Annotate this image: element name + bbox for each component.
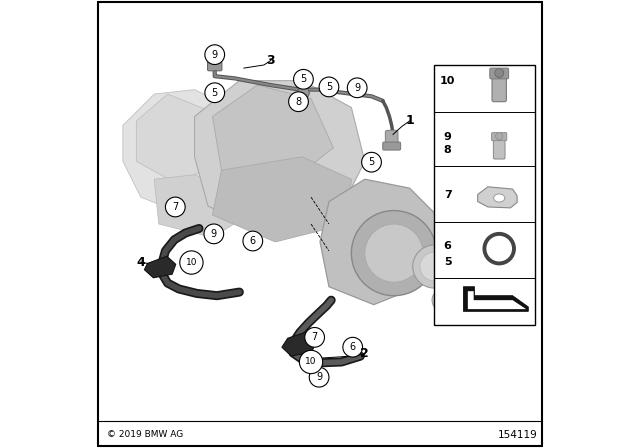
Polygon shape [282,332,316,356]
Text: 6: 6 [250,236,256,246]
FancyBboxPatch shape [99,2,541,446]
Text: 2: 2 [360,347,369,361]
Text: 9: 9 [316,372,322,382]
Text: 5: 5 [326,82,332,92]
Text: 7: 7 [312,332,317,342]
Text: 7: 7 [172,202,179,212]
Text: 1: 1 [405,114,414,128]
Text: 7: 7 [444,190,452,200]
Circle shape [495,69,504,78]
Circle shape [319,77,339,97]
Polygon shape [320,179,445,305]
Circle shape [305,327,324,347]
Circle shape [294,69,314,89]
Text: 9: 9 [444,132,452,142]
Circle shape [180,251,203,274]
FancyBboxPatch shape [492,76,506,102]
FancyBboxPatch shape [492,133,507,141]
Text: 9: 9 [211,229,217,239]
Circle shape [365,224,423,282]
Circle shape [432,289,454,311]
Circle shape [298,87,309,99]
Text: 10: 10 [440,76,456,86]
Text: 6: 6 [349,342,356,352]
Ellipse shape [493,194,505,202]
Polygon shape [212,157,351,242]
Polygon shape [468,291,526,309]
Text: 10: 10 [305,358,317,366]
Text: 5: 5 [300,74,307,84]
Text: 10: 10 [186,258,197,267]
Circle shape [495,133,503,140]
Polygon shape [123,90,248,215]
FancyBboxPatch shape [207,62,222,71]
Circle shape [348,78,367,98]
Polygon shape [154,175,248,237]
FancyBboxPatch shape [385,130,398,147]
Circle shape [204,224,224,244]
FancyBboxPatch shape [383,142,401,150]
Polygon shape [136,94,221,184]
FancyBboxPatch shape [435,65,535,325]
Text: 8: 8 [296,97,301,107]
Circle shape [413,245,456,288]
Text: 5: 5 [212,88,218,98]
Circle shape [300,350,323,374]
Polygon shape [195,81,365,233]
Text: 154119: 154119 [497,430,538,439]
Circle shape [420,252,449,281]
Text: 5: 5 [444,257,451,267]
Circle shape [362,152,381,172]
Polygon shape [477,187,517,208]
Polygon shape [145,256,176,278]
Circle shape [309,367,329,387]
Text: 5: 5 [369,157,374,167]
Text: 3: 3 [266,54,275,67]
Circle shape [351,211,436,296]
FancyBboxPatch shape [212,55,218,64]
Circle shape [243,231,262,251]
Text: 8: 8 [444,145,452,155]
Circle shape [205,45,225,65]
FancyBboxPatch shape [490,68,509,79]
Circle shape [343,337,362,357]
Circle shape [165,197,185,217]
Text: 4: 4 [136,255,145,269]
Circle shape [205,83,225,103]
Text: © 2019 BMW AG: © 2019 BMW AG [108,430,184,439]
FancyBboxPatch shape [493,138,505,159]
Text: 9: 9 [212,50,218,60]
Circle shape [484,234,514,263]
Polygon shape [212,85,333,179]
Text: 9: 9 [354,83,360,93]
Circle shape [289,92,308,112]
Polygon shape [463,287,529,311]
Text: 6: 6 [444,241,452,251]
